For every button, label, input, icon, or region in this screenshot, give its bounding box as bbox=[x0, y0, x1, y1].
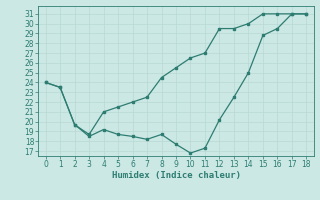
X-axis label: Humidex (Indice chaleur): Humidex (Indice chaleur) bbox=[111, 171, 241, 180]
